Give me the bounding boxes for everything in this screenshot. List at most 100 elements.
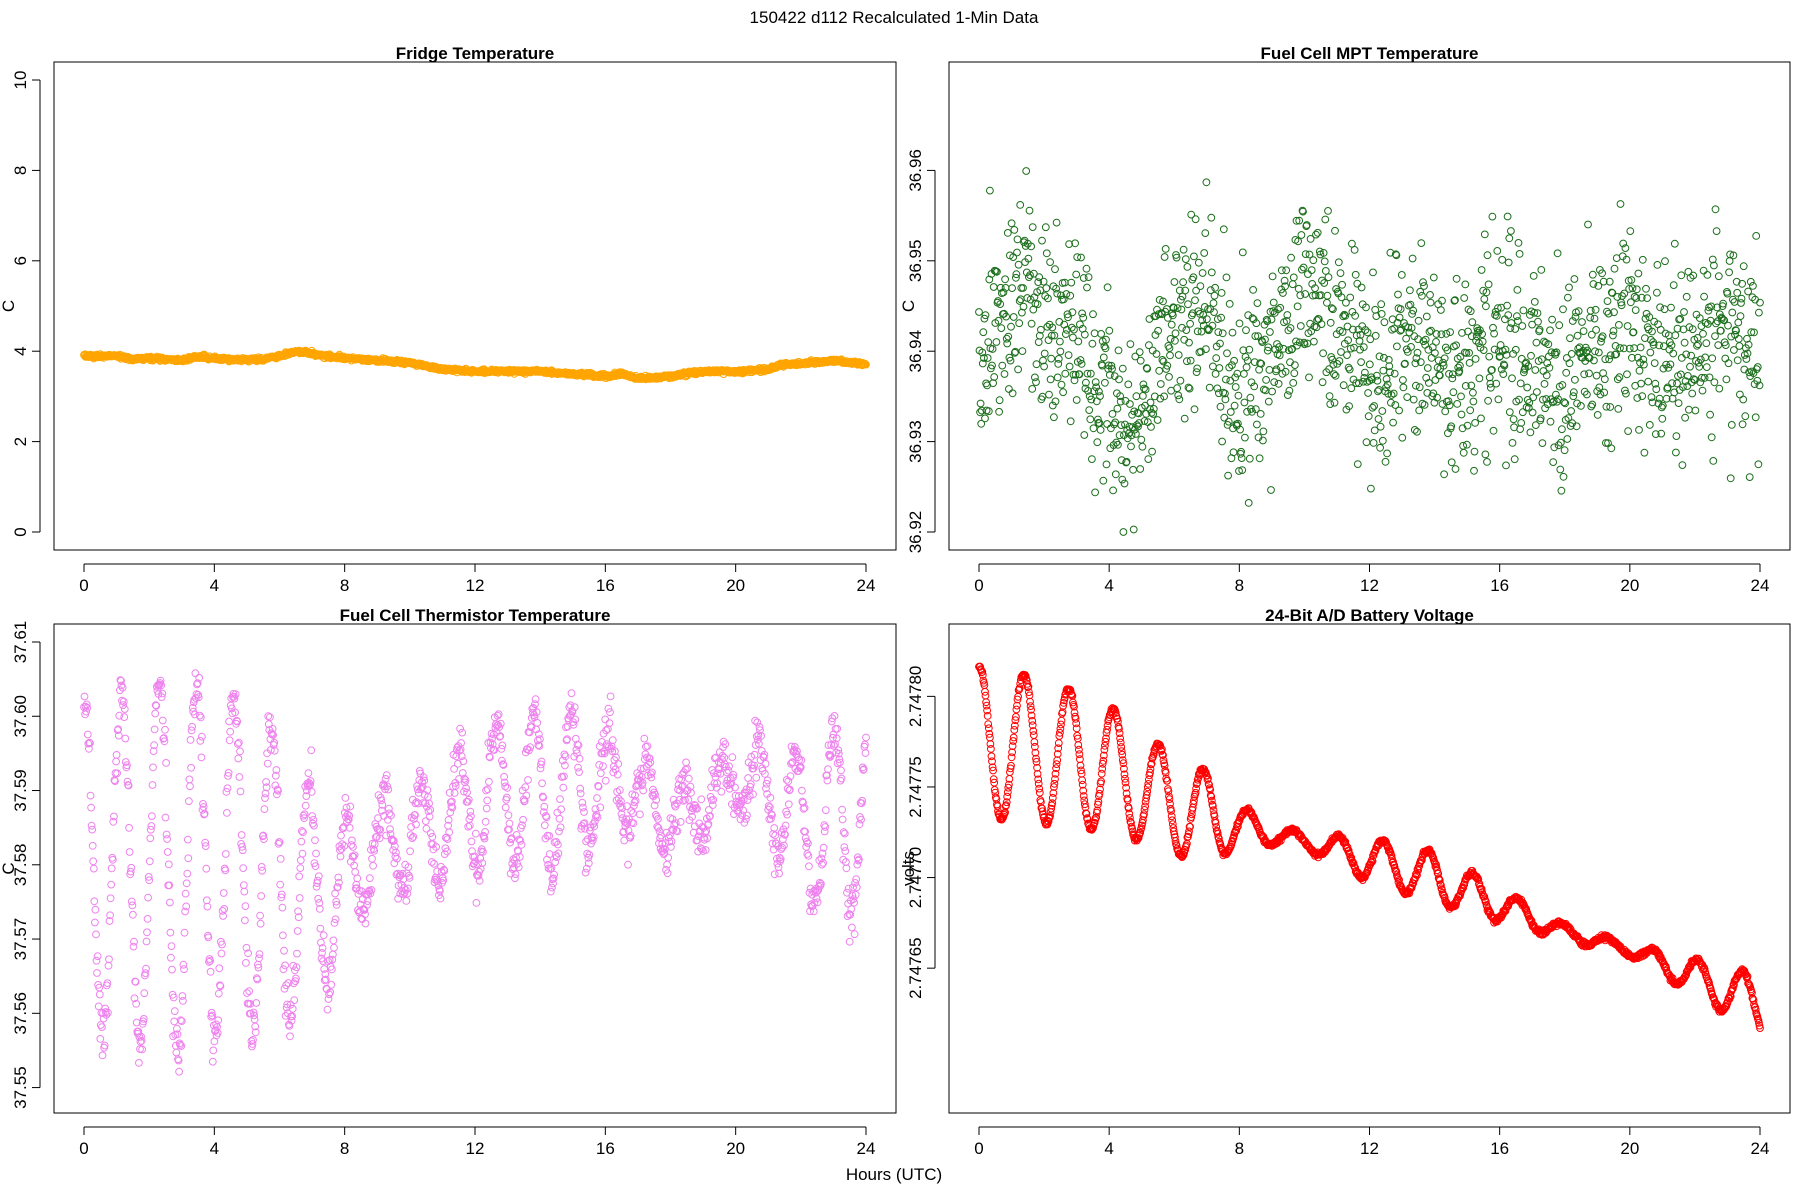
data-point bbox=[1076, 356, 1085, 364]
data-point bbox=[1480, 230, 1489, 239]
data-point bbox=[1173, 304, 1182, 313]
y-tick-label: 8 bbox=[11, 166, 30, 175]
data-point bbox=[1139, 380, 1148, 389]
data-point bbox=[166, 898, 174, 907]
data-point bbox=[1001, 275, 1009, 284]
data-point bbox=[1515, 250, 1524, 258]
data-point bbox=[1287, 253, 1295, 262]
data-point bbox=[838, 805, 846, 814]
data-point bbox=[1031, 373, 1039, 382]
data-point bbox=[1362, 303, 1370, 312]
data-point bbox=[606, 692, 615, 701]
data-point bbox=[1196, 282, 1205, 291]
data-point bbox=[1633, 394, 1642, 402]
data-point bbox=[1088, 455, 1096, 464]
data-point bbox=[1420, 401, 1429, 409]
data-point bbox=[1417, 239, 1426, 248]
data-point bbox=[1244, 499, 1253, 507]
data-point bbox=[1349, 325, 1357, 334]
data-point bbox=[182, 879, 191, 888]
data-point bbox=[368, 854, 376, 863]
data-point bbox=[1710, 261, 1718, 270]
data-point bbox=[1395, 406, 1403, 415]
data-point bbox=[329, 950, 337, 959]
data-point bbox=[1722, 375, 1731, 384]
data-point bbox=[255, 950, 264, 958]
data-point bbox=[1439, 358, 1447, 367]
data-point bbox=[728, 753, 737, 762]
data-point bbox=[988, 345, 997, 353]
data-point bbox=[1267, 486, 1275, 494]
data-point bbox=[1565, 359, 1574, 368]
data-point bbox=[304, 769, 313, 777]
data-point bbox=[1631, 306, 1640, 315]
data-point bbox=[1526, 428, 1535, 437]
data-point bbox=[988, 361, 996, 370]
data-point bbox=[237, 831, 246, 839]
data-point bbox=[761, 759, 770, 768]
x-tick-label: 0 bbox=[79, 576, 88, 595]
data-point bbox=[295, 894, 304, 902]
chart-title: 24-Bit A/D Battery Voltage bbox=[1265, 606, 1474, 625]
data-point bbox=[1216, 339, 1224, 348]
data-point bbox=[1392, 251, 1401, 260]
data-point bbox=[1505, 408, 1514, 417]
data-point bbox=[1397, 271, 1406, 279]
data-point bbox=[220, 905, 229, 913]
data-point bbox=[406, 847, 415, 856]
data-point bbox=[1530, 308, 1539, 317]
x-tick-label: 16 bbox=[596, 576, 615, 595]
data-point bbox=[1222, 375, 1230, 384]
data-point bbox=[1026, 271, 1034, 280]
data-point bbox=[1226, 376, 1235, 385]
data-point bbox=[140, 989, 149, 998]
y-tick-label: 36.96 bbox=[906, 149, 925, 192]
data-point bbox=[1465, 359, 1474, 367]
data-point bbox=[1484, 280, 1493, 289]
data-point bbox=[1095, 387, 1103, 396]
data-point bbox=[1660, 305, 1669, 314]
data-point bbox=[1532, 338, 1541, 347]
data-point bbox=[1151, 331, 1160, 339]
data-point bbox=[93, 969, 101, 977]
data-point bbox=[1127, 431, 1136, 440]
data-point bbox=[1414, 316, 1423, 325]
data-point bbox=[1022, 167, 1031, 175]
data-point bbox=[1611, 342, 1620, 350]
data-point bbox=[1310, 337, 1318, 346]
data-point bbox=[1426, 298, 1435, 307]
data-point bbox=[1548, 315, 1556, 324]
data-point bbox=[1378, 436, 1387, 445]
data-point bbox=[130, 937, 138, 946]
data-point bbox=[1658, 414, 1667, 423]
data-point bbox=[1460, 294, 1469, 302]
data-point bbox=[1064, 351, 1073, 360]
data-point bbox=[1518, 408, 1527, 417]
data-point bbox=[1647, 393, 1656, 402]
data-point bbox=[1510, 455, 1519, 464]
data-point bbox=[1489, 426, 1498, 435]
data-point bbox=[1009, 313, 1018, 321]
data-point bbox=[1648, 398, 1657, 407]
data-point bbox=[1638, 392, 1647, 401]
data-point bbox=[1263, 346, 1272, 355]
data-point bbox=[219, 912, 228, 920]
data-point bbox=[1632, 285, 1641, 294]
data-point bbox=[1228, 361, 1236, 370]
data-point bbox=[1485, 373, 1494, 382]
data-point bbox=[1127, 442, 1135, 451]
x-tick-label: 20 bbox=[1620, 576, 1639, 595]
data-point bbox=[1676, 315, 1685, 323]
data-point bbox=[1341, 311, 1350, 320]
data-point bbox=[135, 1059, 143, 1067]
y-tick-label: 37.61 bbox=[11, 621, 30, 664]
data-point bbox=[1364, 412, 1373, 421]
data-point bbox=[1294, 284, 1303, 293]
data-point bbox=[1391, 250, 1400, 259]
data-point bbox=[1077, 360, 1086, 368]
data-point bbox=[1449, 388, 1458, 397]
data-point bbox=[217, 949, 226, 958]
data-point bbox=[992, 338, 1001, 346]
data-point bbox=[1683, 372, 1692, 380]
data-point bbox=[1054, 360, 1063, 368]
